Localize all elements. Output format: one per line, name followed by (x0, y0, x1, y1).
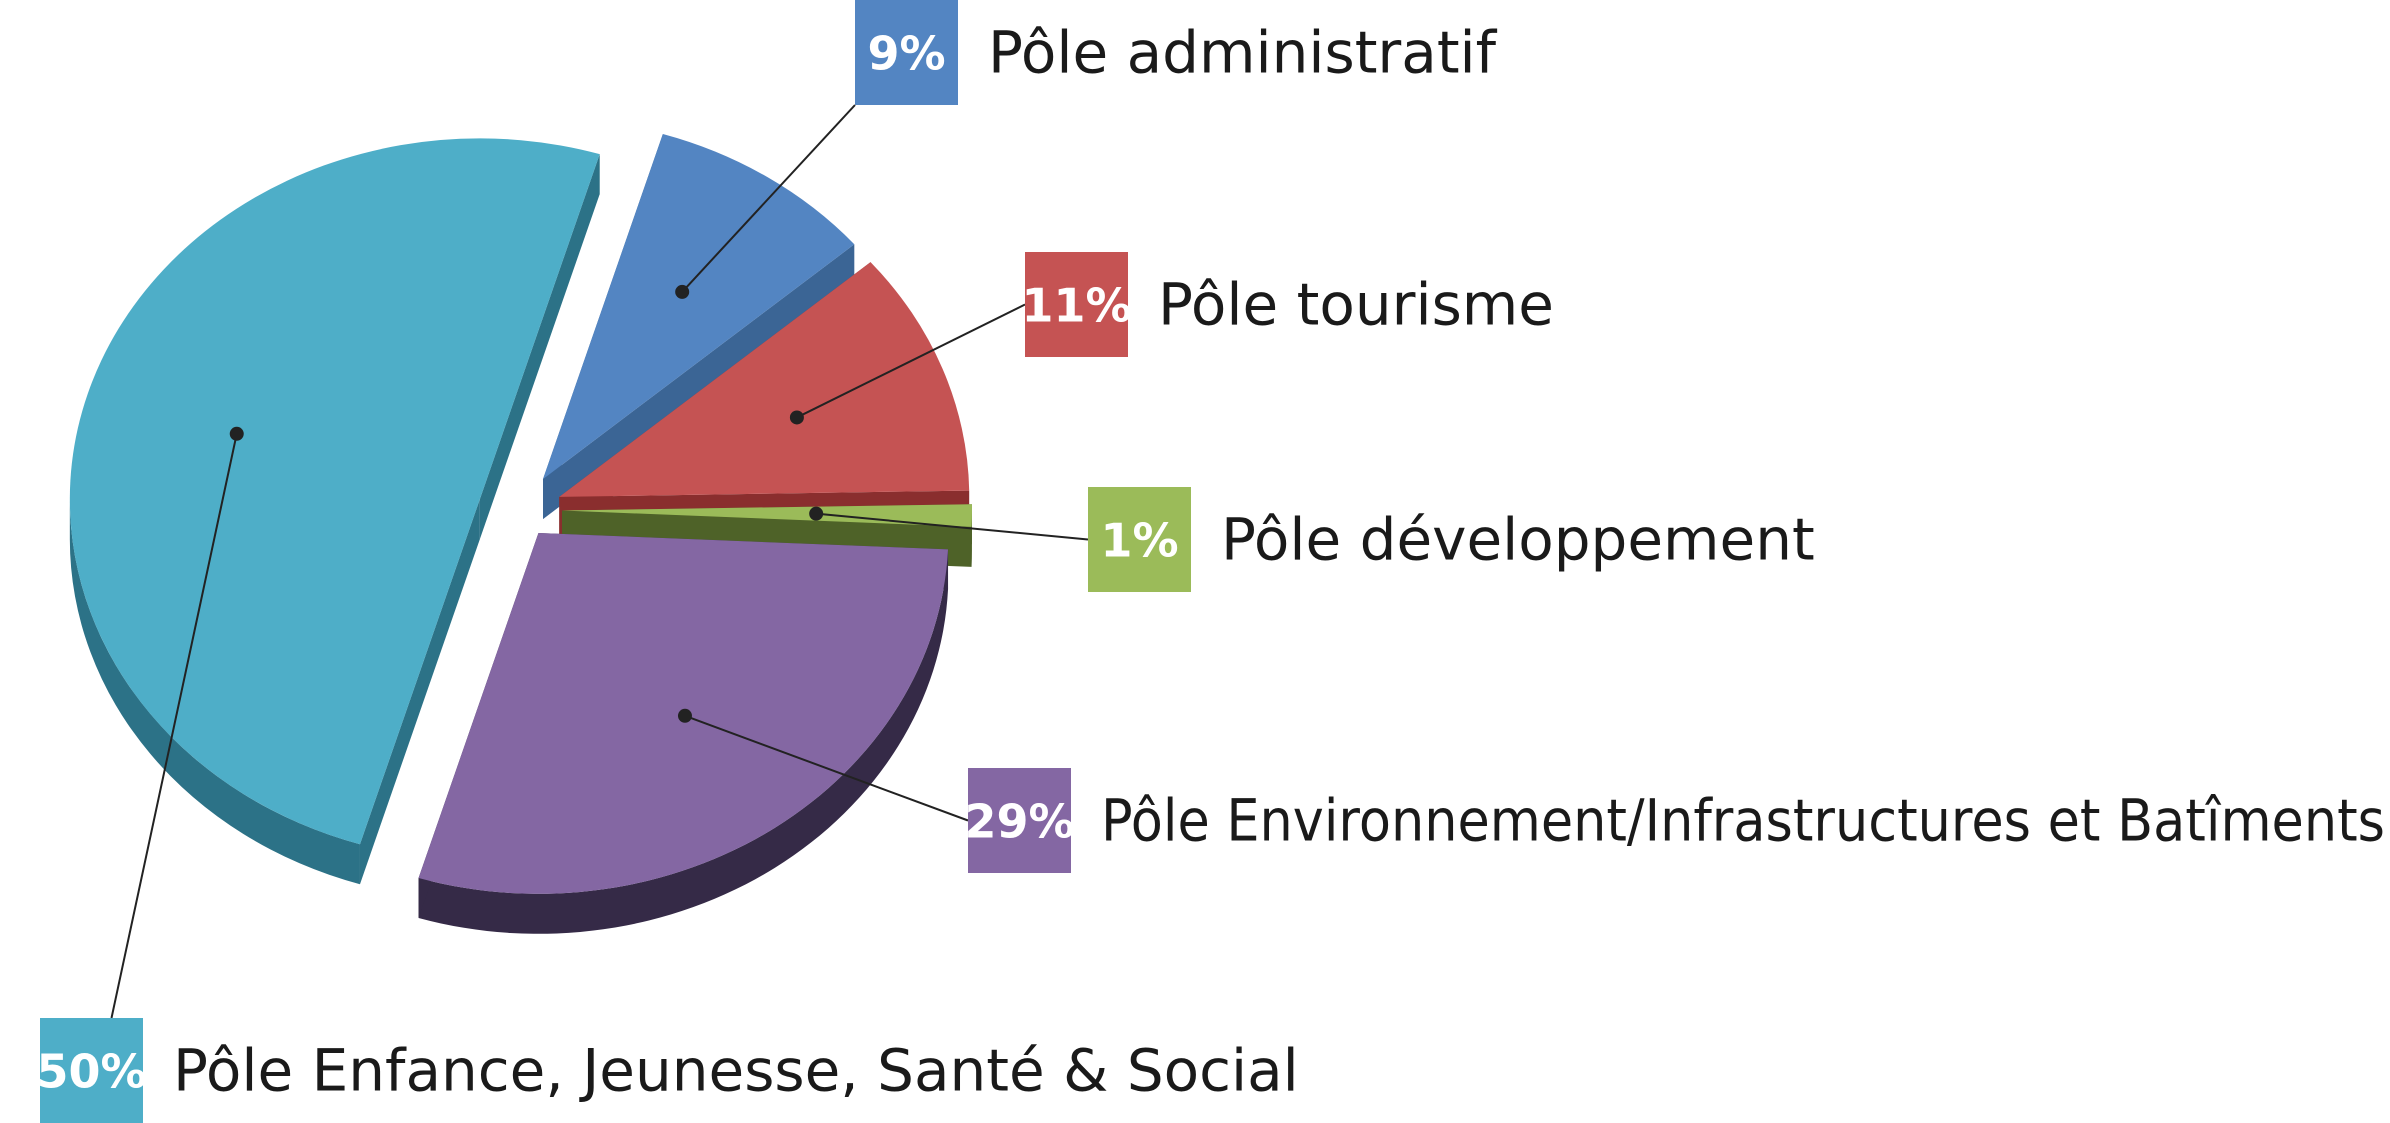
slice-category-label: Pôle Enfance, Jeunesse, Santé & Social (173, 1037, 1299, 1105)
leader-dot (675, 284, 690, 299)
pie-slice (559, 262, 970, 497)
value-badge (1088, 487, 1191, 592)
slice-value-label: 1% (1100, 514, 1178, 568)
leader-line (684, 714, 969, 822)
leader-dot (789, 410, 804, 425)
slice-category-label: Pôle Environnement/Infrastructures et Ba… (1101, 787, 2385, 855)
slice-tops (69, 134, 972, 894)
slice-value-label: 29% (964, 795, 1074, 849)
slice-category-label: Pôle tourisme (1158, 271, 1554, 339)
value-badge (855, 0, 958, 105)
leader-dot (229, 426, 244, 441)
slice-category-label: Pôle développement (1221, 506, 1815, 574)
slice-side-wall (69, 499, 360, 885)
slice-radial-face (542, 244, 855, 520)
leader-dot (809, 506, 824, 521)
slice-radial-face (359, 499, 480, 885)
leader-dot (677, 708, 692, 723)
slice-radial-face (479, 154, 600, 540)
value-badge (1025, 252, 1128, 357)
slice-value-label: 50% (36, 1045, 146, 1099)
slice-category-label: Pôle administratif (988, 19, 1498, 87)
value-badge (968, 768, 1071, 873)
pie-slice (542, 134, 855, 480)
slice-value-label: 11% (1021, 279, 1131, 333)
callouts: 9% Pôle administratif 11% Pôle tourisme 1% Pô… (36, 0, 2385, 1123)
leader-line (681, 104, 856, 293)
pie-slice (69, 138, 600, 845)
slice-value-label: 9% (867, 27, 945, 81)
slice-side-wall (418, 549, 949, 934)
pie-slice (561, 504, 972, 527)
value-badge (40, 1018, 143, 1123)
leader-line (110, 433, 238, 1019)
leader-line (816, 512, 1089, 541)
leader-line (796, 303, 1026, 419)
